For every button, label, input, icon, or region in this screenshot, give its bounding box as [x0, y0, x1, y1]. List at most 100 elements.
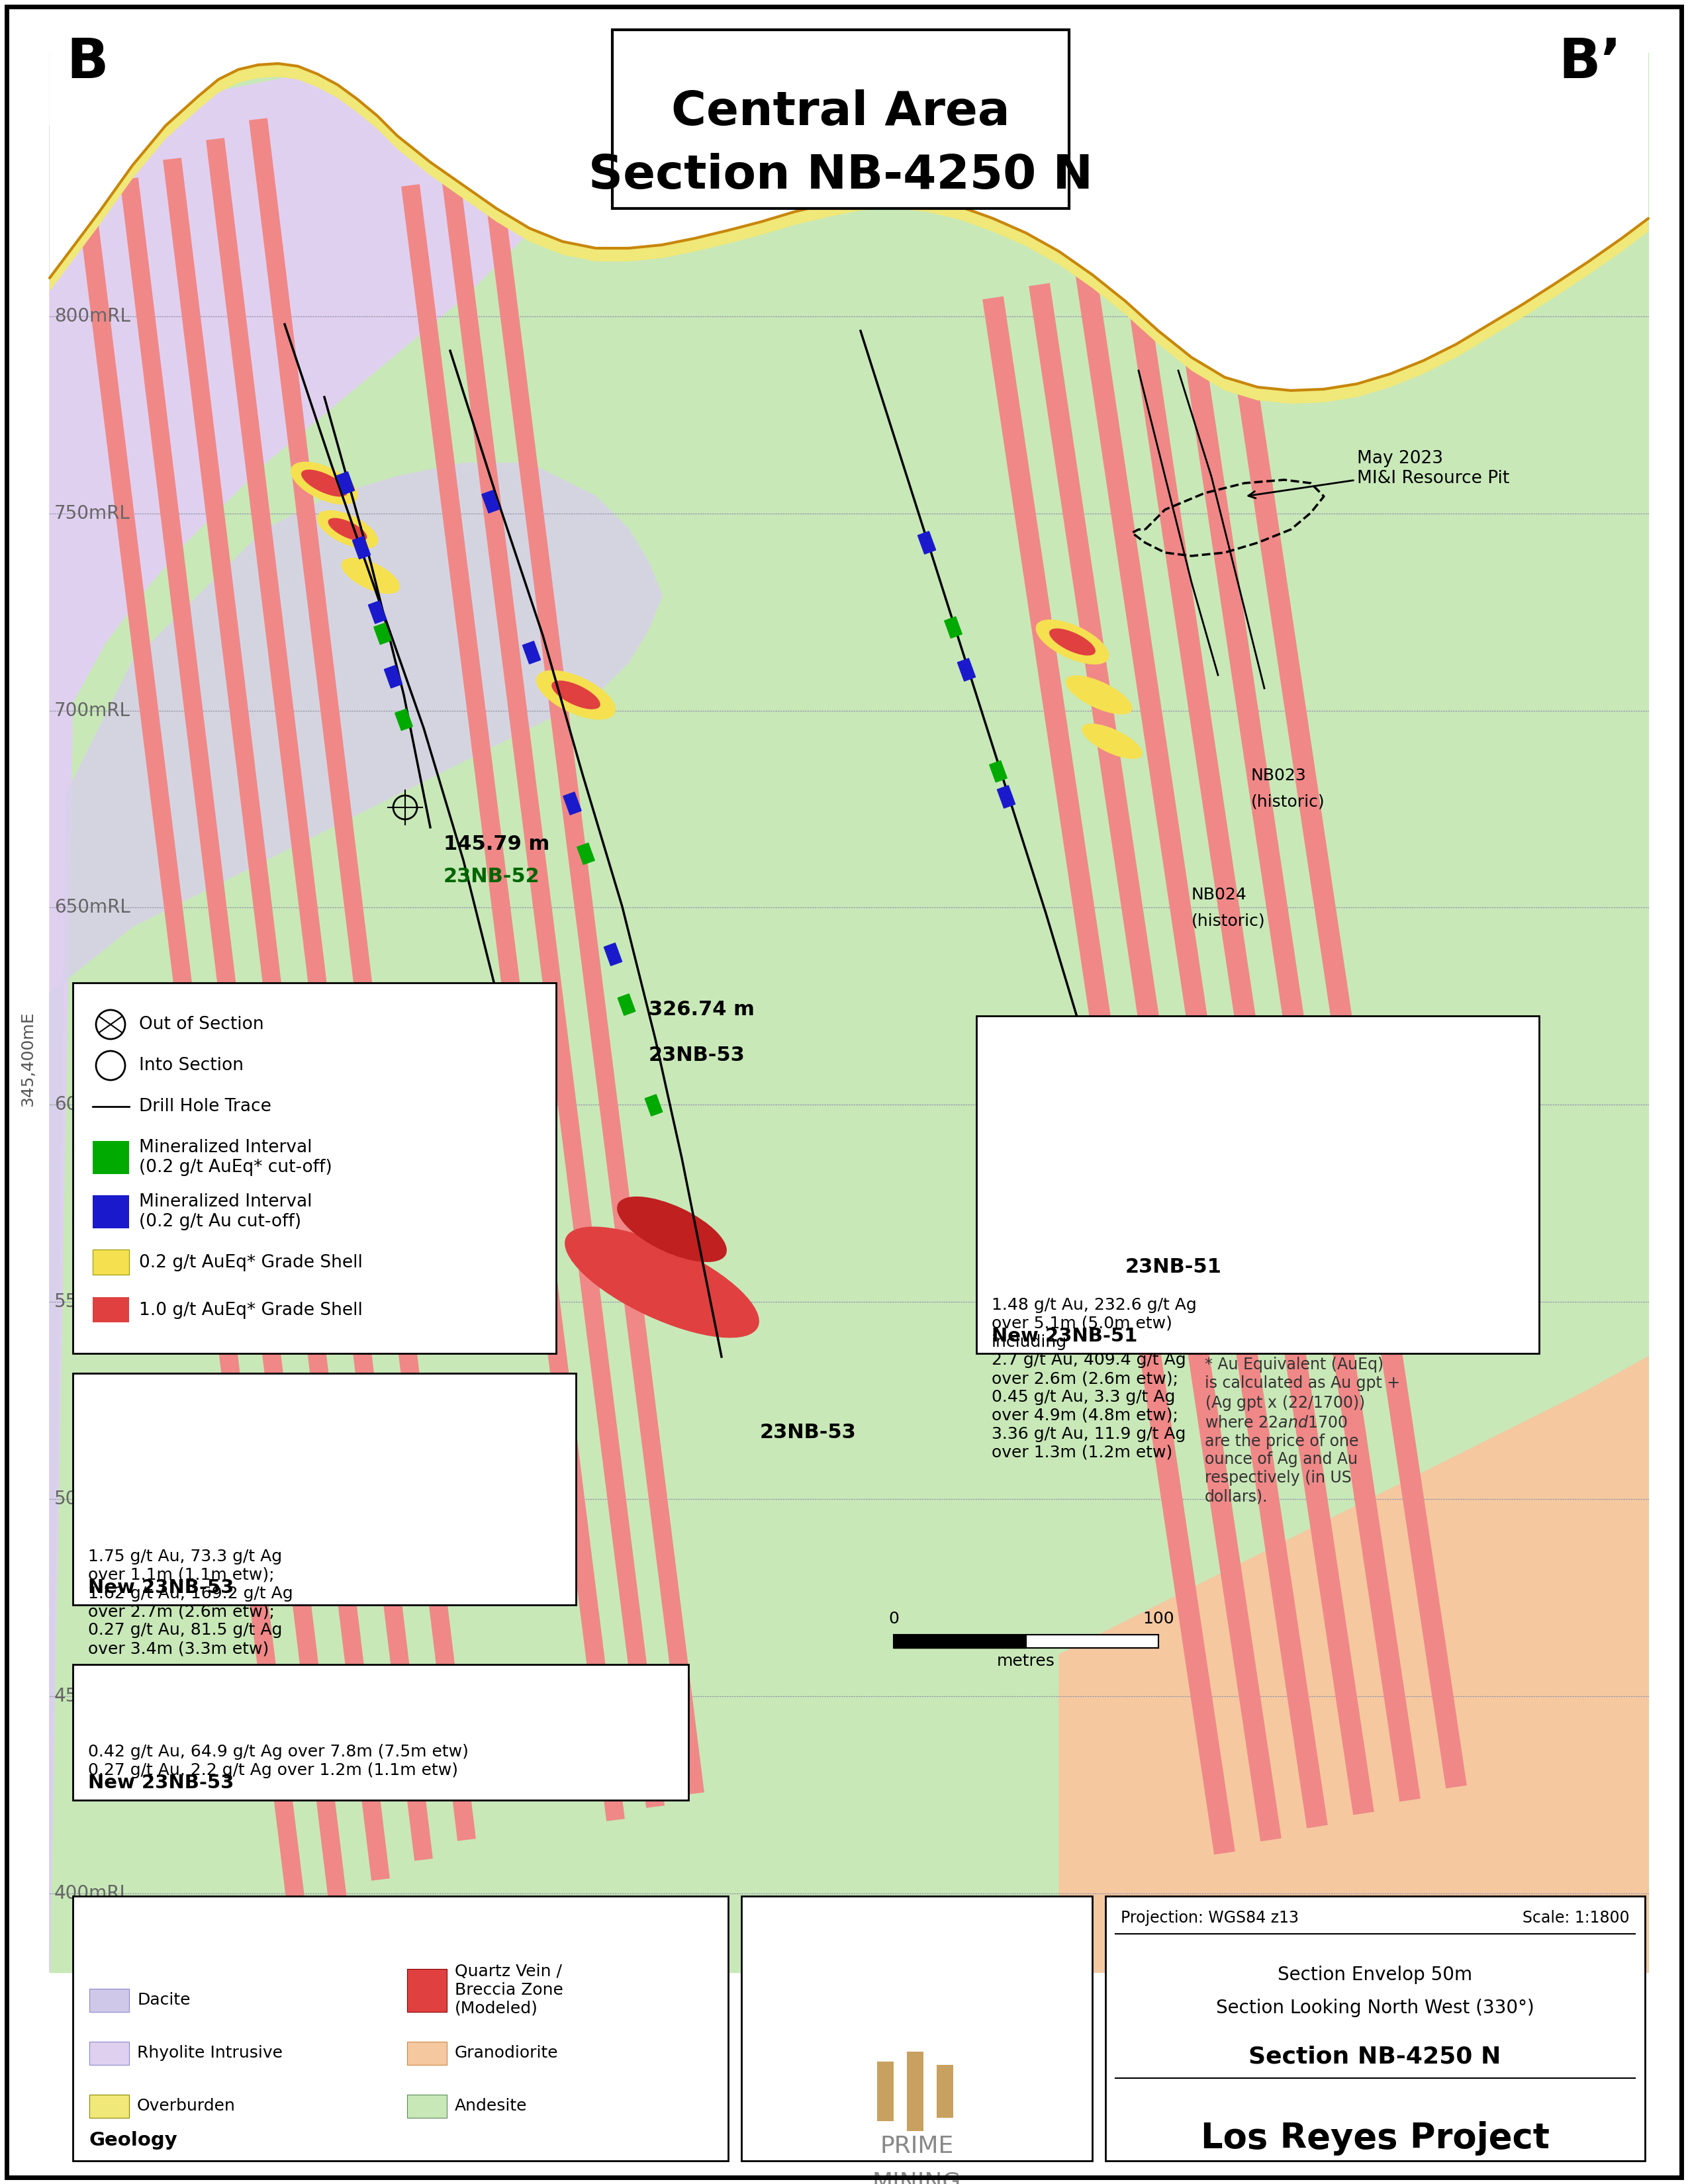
Polygon shape — [945, 616, 962, 638]
Ellipse shape — [327, 518, 366, 542]
Text: 326.74 m: 326.74 m — [648, 1000, 755, 1020]
Ellipse shape — [565, 1227, 760, 1339]
Polygon shape — [1192, 1356, 1647, 1972]
Text: B’: B’ — [1558, 37, 1622, 90]
Text: New 23NB-53: New 23NB-53 — [88, 1579, 235, 1597]
Text: Out of Section: Out of Section — [138, 1016, 263, 1033]
Text: 600mRL: 600mRL — [54, 1096, 130, 1114]
Bar — [878, 2062, 893, 2121]
Polygon shape — [481, 157, 704, 1795]
Text: New 23NB-51: New 23NB-51 — [991, 1328, 1138, 1345]
Ellipse shape — [552, 681, 601, 710]
Text: 800mRL: 800mRL — [54, 308, 130, 325]
Polygon shape — [1028, 284, 1281, 1841]
Text: Granodiorite: Granodiorite — [454, 2044, 559, 2062]
Polygon shape — [1214, 234, 1467, 1789]
Text: 345,400mE: 345,400mE — [20, 1011, 35, 1107]
Text: Drill Hole Trace: Drill Hole Trace — [138, 1099, 272, 1116]
Polygon shape — [989, 760, 1008, 782]
Polygon shape — [336, 472, 354, 494]
Text: Mineralized Interval
(0.2 g/t AuEq* cut-off): Mineralized Interval (0.2 g/t AuEq* cut-… — [138, 1140, 333, 1175]
Polygon shape — [982, 297, 1236, 1854]
Text: 1.48 g/t Au, 232.6 g/t Ag
over 5.1m (5.0m etw)
including
2.7 g/t Au, 409.4 g/t A: 1.48 g/t Au, 232.6 g/t Ag over 5.1m (5.0… — [991, 1297, 1197, 1461]
Text: (historic): (historic) — [1192, 913, 1266, 928]
Text: 100: 100 — [1143, 1612, 1175, 1627]
Text: 0.42 g/t Au, 64.9 g/t Ag over 7.8m (7.5m etw)
0.27 g/t Au, 2.2 g/t Ag over 1.2m : 0.42 g/t Au, 64.9 g/t Ag over 7.8m (7.5m… — [88, 1743, 469, 1778]
Text: NB023: NB023 — [1251, 769, 1307, 784]
Text: 750mRL: 750mRL — [54, 505, 130, 522]
Text: 650mRL: 650mRL — [54, 898, 130, 917]
Polygon shape — [1058, 1356, 1647, 1972]
Text: Section Envelop 50m: Section Envelop 50m — [1278, 1966, 1472, 1983]
Text: 2,684,800mN: 2,684,800mN — [873, 1902, 888, 2016]
Polygon shape — [1168, 242, 1421, 1802]
Text: metres: metres — [998, 1653, 1055, 1669]
Polygon shape — [49, 52, 1647, 1972]
Text: 145.79 m: 145.79 m — [444, 834, 550, 854]
Bar — [93, 1195, 128, 1227]
Ellipse shape — [1050, 629, 1096, 655]
Bar — [89, 2042, 128, 2064]
Polygon shape — [206, 138, 432, 1861]
Text: 1.0 g/t AuEq* Grade Shell: 1.0 g/t AuEq* Grade Shell — [138, 1302, 363, 1319]
Text: Mineralized Interval
(0.2 g/t Au cut-off): Mineralized Interval (0.2 g/t Au cut-off… — [138, 1192, 312, 1230]
Bar — [93, 1140, 128, 1175]
Polygon shape — [957, 657, 976, 681]
Text: Dacite: Dacite — [137, 1992, 191, 2007]
Polygon shape — [523, 642, 540, 664]
Text: Geology: Geology — [89, 2132, 177, 2149]
Polygon shape — [441, 170, 665, 1808]
FancyBboxPatch shape — [73, 983, 555, 1354]
Polygon shape — [564, 793, 581, 815]
Polygon shape — [577, 843, 594, 865]
Polygon shape — [368, 601, 387, 625]
Ellipse shape — [1082, 723, 1143, 758]
FancyBboxPatch shape — [1106, 1896, 1646, 2160]
FancyBboxPatch shape — [741, 1896, 1092, 2160]
Ellipse shape — [341, 557, 400, 594]
Text: New 23NB-53: New 23NB-53 — [88, 1773, 235, 1793]
Bar — [407, 2094, 447, 2118]
Polygon shape — [248, 118, 476, 1841]
Bar — [407, 1970, 447, 2011]
Text: * Au Equivalent (AuEq)
is calculated as Au gpt +
(Ag gpt x ($22/$1700))
where $2: * Au Equivalent (AuEq) is calculated as … — [1205, 1356, 1399, 1505]
Ellipse shape — [1036, 620, 1109, 664]
Polygon shape — [893, 1634, 1026, 1649]
Polygon shape — [49, 59, 576, 1972]
Polygon shape — [78, 197, 307, 1920]
Polygon shape — [645, 1094, 662, 1116]
Text: 0: 0 — [888, 1612, 900, 1627]
Polygon shape — [1121, 256, 1374, 1815]
Text: Section NB-4250 N: Section NB-4250 N — [1249, 2044, 1501, 2068]
FancyBboxPatch shape — [976, 1016, 1539, 1354]
FancyBboxPatch shape — [613, 31, 1069, 207]
Polygon shape — [1026, 1634, 1158, 1649]
Polygon shape — [49, 463, 662, 1972]
Text: MINING: MINING — [873, 2171, 960, 2184]
Polygon shape — [1075, 271, 1328, 1828]
Polygon shape — [49, 0, 1647, 391]
Polygon shape — [395, 710, 412, 729]
Polygon shape — [49, 63, 1647, 404]
Text: Andesite: Andesite — [454, 2099, 527, 2114]
Polygon shape — [373, 622, 392, 644]
Text: 23NB-51: 23NB-51 — [1126, 1258, 1222, 1278]
Ellipse shape — [290, 461, 358, 505]
Text: PRIME: PRIME — [879, 2136, 954, 2158]
FancyBboxPatch shape — [73, 1664, 689, 1800]
Bar — [93, 1249, 128, 1275]
Text: 700mRL: 700mRL — [54, 701, 130, 721]
Polygon shape — [120, 177, 346, 1900]
Ellipse shape — [1065, 675, 1133, 714]
Bar — [93, 1297, 128, 1321]
Text: 23NB-52: 23NB-52 — [444, 867, 540, 887]
Text: B: B — [66, 37, 108, 90]
Ellipse shape — [317, 511, 378, 548]
Text: Scale: 1:1800: Scale: 1:1800 — [1523, 1911, 1629, 1926]
Text: 550mRL: 550mRL — [54, 1293, 130, 1310]
Polygon shape — [164, 157, 390, 1880]
Polygon shape — [353, 537, 370, 559]
Text: Central Area: Central Area — [672, 90, 1009, 135]
Polygon shape — [604, 943, 621, 965]
Text: Los Reyes Project: Los Reyes Project — [1200, 2121, 1550, 2156]
